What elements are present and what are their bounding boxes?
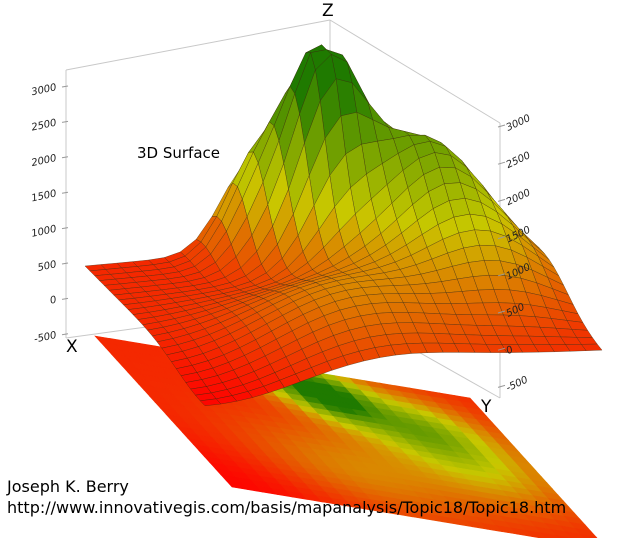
z-tick-mark [61,227,69,230]
z-tick-label: 2500 [30,118,57,134]
z-tick-mark [497,161,506,165]
floor-cell [525,530,547,538]
z-tick-label: 2000 [30,153,57,169]
z-tick-label: -500 [33,330,57,345]
z-tick-mark [497,310,506,314]
z-axis-label: Z [322,1,334,21]
z-tick-mark [61,120,69,123]
z-tick-label: 2500 [505,150,533,171]
z-tick-mark [497,124,506,128]
floor-cell [540,532,560,538]
z-tick-mark [61,333,69,336]
z-tick-mark [497,347,506,351]
floor-cell [555,535,572,538]
z-tick-label: 3000 [505,113,533,134]
floor-cell [565,531,585,538]
z-tick-mark [61,85,69,88]
z-tick-mark [497,273,506,277]
z-tick-mark [61,297,69,300]
z-tick-label: 2000 [505,187,533,208]
author-credit: Joseph K. Berry [7,477,129,496]
x-axis-label: X [66,337,78,357]
y-axis-label: Y [480,397,492,417]
z-tick-mark [497,384,506,388]
box-edge [65,19,331,71]
floor-cell [580,534,598,538]
z-tick-mark [497,198,506,202]
z-tick-label: 1000 [30,224,57,240]
z-tick-label: 0 [49,295,58,307]
z-tick-mark [61,156,69,159]
z-tick-label: 1500 [30,188,57,204]
surface-cell [199,398,222,407]
z-tick-label: 3000 [30,82,57,98]
z-axis-left: 3000 2500 2000 1500 1000 500 0 -500 [30,82,69,345]
surface-mesh [84,44,603,407]
chart-title: 3D Surface [137,144,220,162]
z-tick-mark [497,236,506,240]
z-tick-mark [61,262,69,265]
z-tick-label: 0 [505,344,515,357]
z-tick-label: 500 [37,259,58,274]
z-tick-mark [61,191,69,194]
box-edge [329,19,501,124]
source-url: http://www.innovativegis.com/basis/mapan… [7,498,567,517]
floor-cell [550,529,572,538]
z-tick-label: -500 [505,375,530,395]
